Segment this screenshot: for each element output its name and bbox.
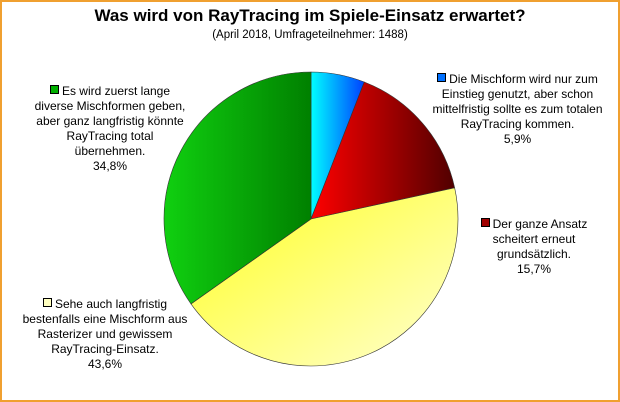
slice-value-3: 34,8% (92, 159, 128, 173)
slice-value-1: 15,7% (516, 262, 552, 276)
slice-label-2: Sehe auch langfristig bestenfalls eine M… (20, 297, 190, 372)
slice-value-0: 5,9% (503, 132, 532, 146)
slice-label-3: Es wird zuerst lange diverse Mischformen… (30, 84, 190, 174)
slice-text-2: Sehe auch langfristig bestenfalls eine M… (22, 297, 188, 356)
legend-swatch-1 (480, 218, 490, 227)
chart-title: Was wird von RayTracing im Spiele-Einsat… (94, 6, 526, 25)
chart-subtitle: (April 2018, Umfrageteilnehmer: 1488) (212, 29, 408, 41)
pie-slice-1 (310, 81, 456, 220)
slice-text-0: Die Mischform wird nur zum Einstieg genu… (432, 72, 603, 131)
pie-slice-2 (190, 187, 459, 367)
slice-text-3: Es wird zuerst lange diverse Mischformen… (34, 84, 186, 158)
slice-value-2: 43,6% (87, 357, 123, 371)
pie-slice-3 (163, 71, 312, 305)
legend-swatch-3 (49, 85, 59, 94)
legend-swatch-0 (437, 73, 447, 82)
slice-text-1: Der ganze Ansatz scheitert erneut grunds… (492, 217, 588, 261)
slice-label-0: Die Mischform wird nur zum Einstieg genu… (425, 72, 610, 147)
legend-swatch-2 (42, 298, 52, 307)
slice-label-1: Der ganze Ansatz scheitert erneut grunds… (474, 217, 594, 277)
